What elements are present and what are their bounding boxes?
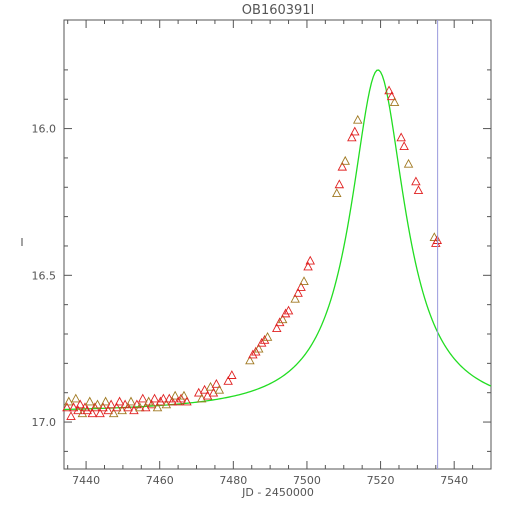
data-point bbox=[155, 396, 166, 406]
data-point bbox=[176, 393, 186, 403]
data-point bbox=[347, 132, 357, 142]
data-point bbox=[332, 188, 342, 197]
chart-title: OB160391l bbox=[242, 3, 314, 18]
data-point bbox=[173, 396, 183, 406]
data-point bbox=[253, 343, 264, 353]
data-point bbox=[283, 305, 294, 315]
x-axis: 7440 7460 7480 7500 7520 7540 bbox=[67, 20, 492, 487]
data-point bbox=[403, 158, 414, 168]
data-point bbox=[245, 355, 255, 365]
data-point bbox=[135, 402, 145, 412]
x-tick-label: 7520 bbox=[367, 474, 395, 487]
data-point bbox=[66, 411, 76, 421]
data-point bbox=[337, 161, 348, 171]
data-point bbox=[82, 405, 92, 415]
data-point bbox=[211, 378, 222, 388]
x-axis-label: JD - 2450000 bbox=[241, 486, 314, 499]
data-point bbox=[146, 399, 157, 409]
model-curve-layer bbox=[63, 69, 492, 411]
data-point bbox=[114, 396, 125, 406]
data-point bbox=[251, 346, 261, 356]
data-point bbox=[90, 402, 100, 412]
x-tick-label: 7460 bbox=[146, 474, 174, 487]
data-point bbox=[293, 287, 303, 297]
data-point bbox=[73, 405, 83, 415]
data-point bbox=[85, 396, 95, 406]
data-point bbox=[256, 337, 267, 347]
data-point bbox=[280, 308, 291, 318]
data-point bbox=[429, 232, 440, 242]
y-tick-label: 17.0 bbox=[32, 416, 57, 429]
x-tick-label: 7540 bbox=[440, 474, 468, 487]
x-tick-label: 7480 bbox=[219, 474, 247, 487]
data-point bbox=[95, 408, 105, 418]
data-point bbox=[126, 396, 136, 406]
data-point bbox=[98, 402, 108, 412]
data-point bbox=[182, 396, 192, 406]
data-point bbox=[299, 276, 309, 286]
data-point bbox=[248, 349, 258, 359]
data-point bbox=[303, 261, 313, 271]
data-point bbox=[274, 317, 285, 327]
data-point bbox=[214, 384, 225, 394]
data-point bbox=[170, 390, 180, 400]
data-point bbox=[179, 390, 189, 400]
data-point bbox=[386, 91, 397, 101]
data-point bbox=[75, 399, 85, 409]
data-point bbox=[334, 179, 345, 189]
data-point bbox=[259, 334, 270, 344]
data-point bbox=[158, 393, 169, 403]
data-point bbox=[413, 185, 424, 195]
data-point bbox=[111, 402, 122, 412]
y-axis: 16.0 16.5 17.0 bbox=[32, 69, 491, 452]
data-point bbox=[277, 314, 288, 324]
data-point bbox=[340, 155, 350, 165]
data-point bbox=[389, 97, 400, 107]
y-tick-label: 16.5 bbox=[32, 269, 57, 282]
data-point bbox=[123, 402, 133, 412]
data-point bbox=[103, 405, 113, 415]
data-point bbox=[77, 408, 88, 418]
data-point bbox=[305, 255, 316, 265]
data-point bbox=[132, 399, 142, 409]
data-point bbox=[64, 396, 74, 406]
data-point bbox=[350, 126, 360, 136]
y-tick-label: 16.0 bbox=[32, 123, 57, 136]
data-point bbox=[62, 402, 72, 412]
y-axis-label: I bbox=[20, 236, 23, 249]
data-point bbox=[411, 176, 421, 186]
data-point bbox=[167, 396, 177, 406]
data-point bbox=[352, 114, 363, 124]
data-point bbox=[87, 408, 98, 418]
data-point bbox=[138, 393, 148, 403]
data-point bbox=[68, 402, 79, 412]
data-point bbox=[100, 396, 111, 406]
data-point bbox=[106, 399, 116, 409]
data-point bbox=[296, 282, 306, 291]
data-points-layer bbox=[62, 85, 443, 421]
data-point bbox=[272, 323, 282, 332]
data-point bbox=[152, 402, 163, 412]
model-curve bbox=[63, 69, 492, 411]
plot-frame bbox=[63, 19, 492, 470]
x-tick-label: 7440 bbox=[72, 474, 100, 487]
data-point bbox=[262, 331, 273, 341]
data-point bbox=[290, 293, 300, 303]
data-point bbox=[223, 376, 233, 385]
data-point bbox=[149, 393, 160, 403]
data-point bbox=[227, 370, 237, 379]
data-point bbox=[399, 141, 409, 151]
data-point bbox=[384, 85, 394, 95]
x-tick-label: 7500 bbox=[293, 474, 321, 487]
data-point bbox=[71, 393, 81, 403]
data-point bbox=[92, 399, 103, 409]
data-point bbox=[108, 408, 119, 418]
data-point bbox=[396, 132, 406, 142]
